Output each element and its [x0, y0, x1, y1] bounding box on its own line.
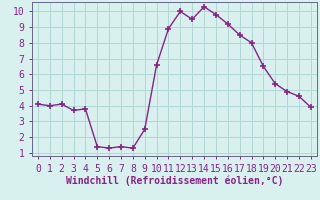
X-axis label: Windchill (Refroidissement éolien,°C): Windchill (Refroidissement éolien,°C): [66, 175, 283, 186]
